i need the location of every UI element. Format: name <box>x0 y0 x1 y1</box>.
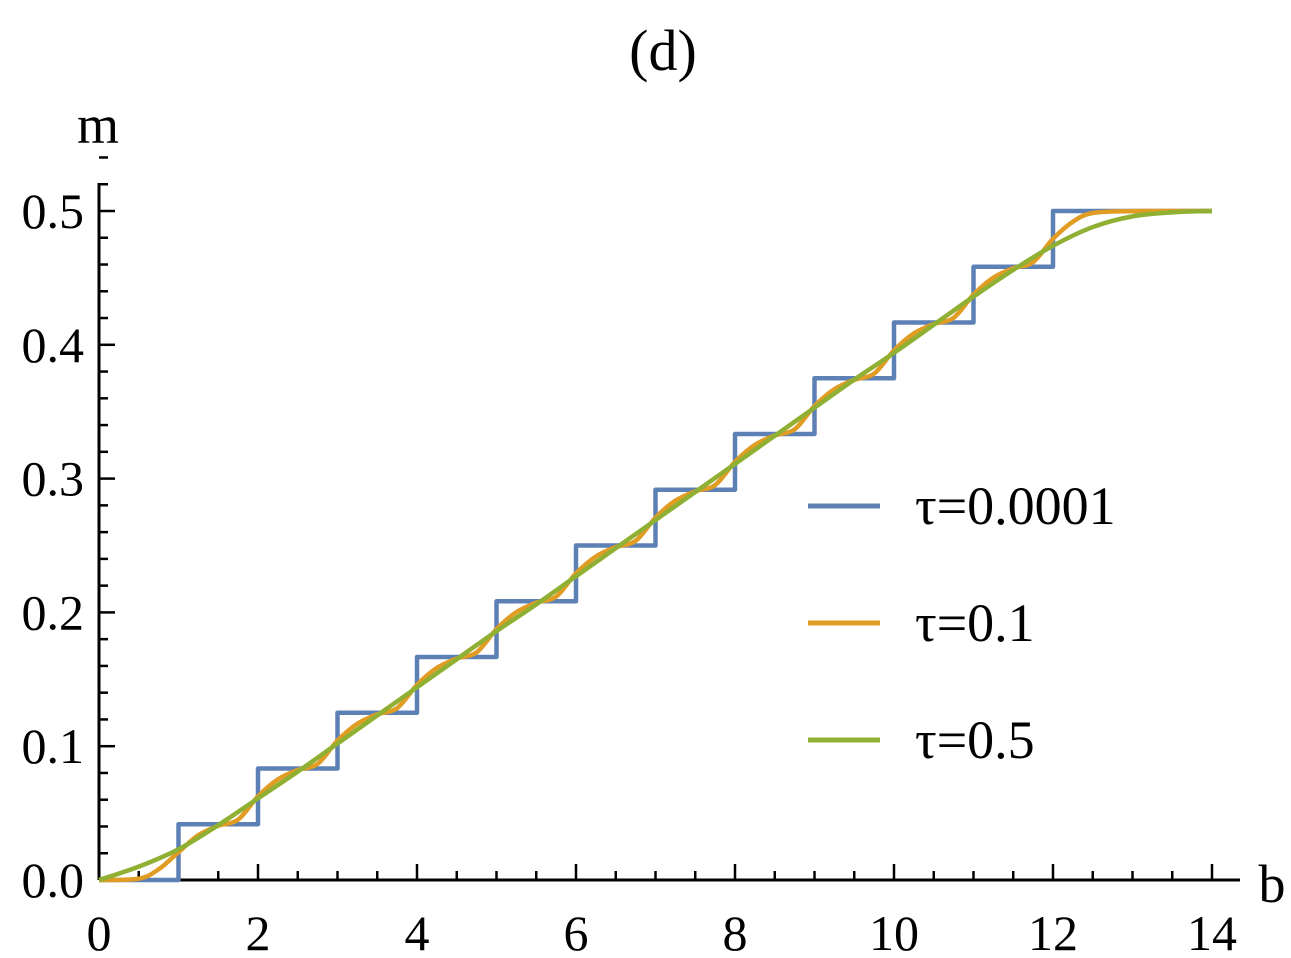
x-tick-label: 4 <box>405 905 430 958</box>
x-tick-label: 14 <box>1187 905 1237 958</box>
legend-label: τ=0.5 <box>915 710 1035 770</box>
legend-item: τ=0.0001 <box>808 476 1116 536</box>
legend-item: τ=0.5 <box>808 710 1035 770</box>
legend-label: τ=0.1 <box>915 593 1035 653</box>
legend-item: τ=0.1 <box>808 593 1035 653</box>
series-line <box>98 208 1213 883</box>
legend-label: τ=0.0001 <box>915 476 1116 536</box>
series-1 <box>99 208 1212 883</box>
x-tick-label: 10 <box>869 905 919 958</box>
x-tick-label: 8 <box>723 905 748 958</box>
legend: τ=0.0001 τ=0.1 τ=0.5 <box>808 476 1116 770</box>
series-line <box>99 208 1212 883</box>
axes: 0 2 4 6 8 10 12 14 0.0 0.1 0.2 0.3 0.4 0.5 <box>22 156 1240 958</box>
x-tick-label: 2 <box>246 905 271 958</box>
x-tick-label: 0 <box>87 905 112 958</box>
y-tick-label: 0.2 <box>22 584 85 640</box>
x-tick-label: 12 <box>1028 905 1078 958</box>
x-axis-title: b <box>1259 854 1286 914</box>
chart-title: (d) <box>629 18 697 83</box>
y-tick-label: 0.0 <box>22 852 85 908</box>
y-tick-label: 0.3 <box>22 451 85 507</box>
y-tick-label: 0.1 <box>22 718 85 774</box>
y-tick-label: 0.5 <box>22 183 85 239</box>
y-axis-title: m <box>77 95 119 155</box>
series-layer <box>98 208 1213 883</box>
y-tick-label: 0.4 <box>22 317 85 373</box>
series-3 <box>98 208 1213 883</box>
x-tick-label: 6 <box>564 905 589 958</box>
